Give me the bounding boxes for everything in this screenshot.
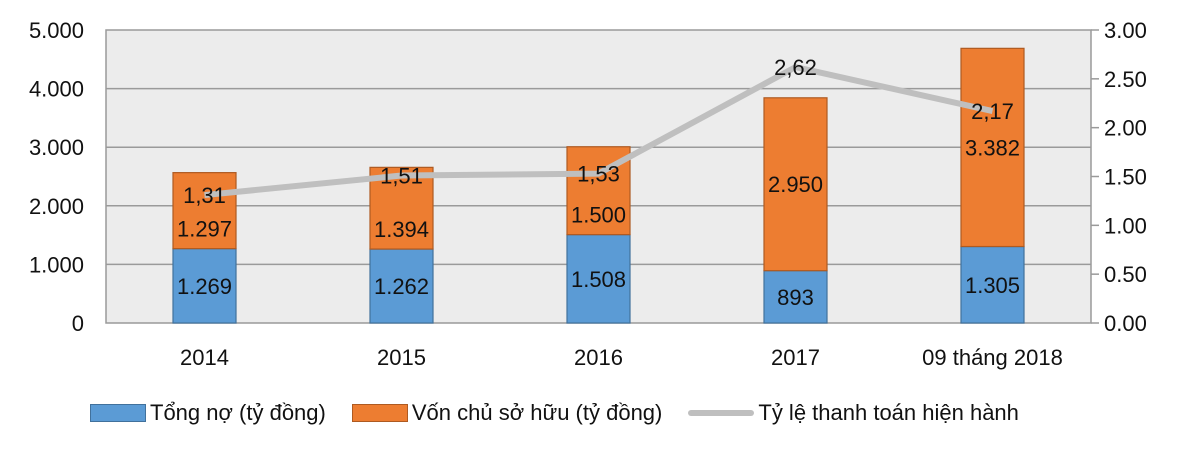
ratio-label: 1,31 [183,183,226,208]
y2-tick-label: 2.00 [1104,116,1147,141]
equity-label: 2.950 [768,172,823,197]
category-label: 2016 [574,345,623,370]
debt-label: 1.508 [571,267,626,292]
equity-bar [369,166,434,250]
equity-label: 3.382 [965,135,1020,160]
left-axis: 0 1.000 2.000 3.000 4.000 5.000 [29,18,84,336]
equity-label: 1.500 [571,203,626,228]
y-tick-label: 0 [72,311,84,336]
y-tick-label: 1.000 [29,252,84,277]
equity-bar [763,97,828,272]
legend-label: Tỷ lệ thanh toán hiện hành [758,400,1019,425]
ratio-label: 2,62 [774,55,817,80]
debt-bar [172,248,237,324]
debt-label: 893 [777,285,814,310]
legend-item-equity: Vốn chủ sở hữu (tỷ đồng) [351,400,663,426]
debt-bar [566,234,631,324]
debt-label: 1.269 [177,274,232,299]
gray-line-icon [688,410,755,416]
y2-tick-label: 1.00 [1104,213,1147,238]
y2-tick-label: 2.50 [1104,67,1147,92]
ratio-label: 1,53 [577,162,620,187]
ratio-label: 2,17 [971,99,1014,124]
category-label: 2017 [771,345,820,370]
y2-tick-label: 1.50 [1104,165,1147,190]
bars: 1.269 1.297 1.262 1.394 1.508 1.500 893 2.950 1.… [172,47,1025,324]
orange-swatch-icon [351,404,408,422]
y-tick-label: 5.000 [29,18,84,43]
ratio-line: 1,31 1,51 1,53 2,62 2,17 [183,55,1014,208]
category-label: 2015 [377,345,426,370]
debt-bar [369,248,434,324]
blue-swatch-icon [90,404,146,422]
legend-item-debt: Tổng nợ (tỷ đồng) [90,400,326,426]
equity-label: 1.394 [374,217,429,242]
ratio-polyline [204,64,994,199]
right-axis: 0.00 0.50 1.00 1.50 2.00 2.50 3.00 [1091,18,1147,336]
y2-tick-label: 0.50 [1104,262,1147,287]
category-label: 2014 [180,345,229,370]
debt-label: 1.305 [965,273,1020,298]
debt-label: 1.262 [374,274,429,299]
y-tick-label: 3.000 [29,135,84,160]
debt-bar [960,245,1025,324]
category-label: 09 tháng 2018 [922,345,1063,370]
legend-item-ratio: Tỷ lệ thanh toán hiện hành [688,400,1019,426]
y2-tick-label: 3.00 [1104,18,1147,43]
y-tick-label: 2.000 [29,194,84,219]
y-tick-label: 4.000 [29,77,84,102]
legend-label: Vốn chủ sở hữu (tỷ đồng) [411,400,663,425]
equity-bar [960,47,1025,248]
y2-tick-label: 0.00 [1104,311,1147,336]
category-axis: 2014 2015 2016 2017 09 tháng 2018 [180,345,1063,370]
legend: Tổng nợ (tỷ đồng) Vốn chủ sở hữu (tỷ đồn… [90,400,1045,426]
ratio-label: 1,51 [380,164,423,189]
equity-label: 1.297 [177,217,232,242]
equity-bar [172,172,237,250]
legend-label: Tổng nợ (tỷ đồng) [150,400,326,425]
